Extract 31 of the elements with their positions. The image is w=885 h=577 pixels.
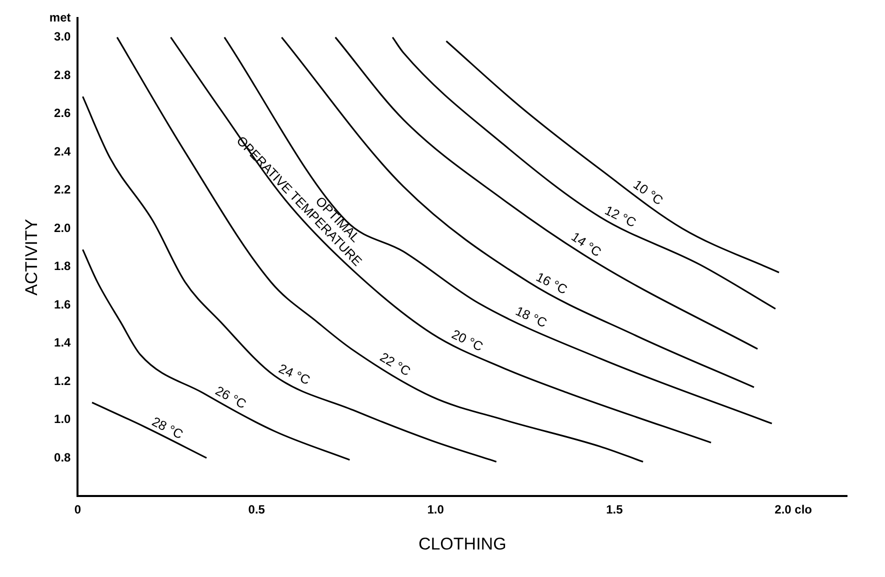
x-tick-label: 1.5 [606, 502, 624, 517]
x-tick-label: 1.0 [427, 502, 444, 517]
y-tick-label: 2.6 [54, 106, 72, 120]
x-tick-label: 0 [74, 502, 82, 517]
y-tick-label: 3.0 [54, 30, 72, 44]
x-tick-label: 0.5 [248, 502, 266, 517]
text: 24 °C [276, 360, 312, 388]
text: 20 °C [449, 326, 486, 354]
x-axis-title: CLOTHING [418, 534, 506, 554]
line-series [170, 36, 712, 444]
y-tick-label: 1.2 [54, 374, 72, 388]
y-tick-label: 1.4 [54, 336, 72, 350]
text: 14 °C [568, 228, 604, 260]
text: 18 °C [513, 303, 550, 330]
text: 28 °C [150, 414, 186, 442]
text: 16 °C [534, 269, 570, 298]
y-tick-label: met [49, 10, 71, 25]
text: 22 °C [377, 349, 414, 379]
y-tick-label: 2.8 [54, 68, 72, 82]
y-axis-title: ACTIVITY [22, 218, 41, 296]
text: 26 °C [213, 382, 249, 412]
y-tick-label: 1.0 [54, 412, 72, 426]
y-tick-label: 0.8 [54, 450, 72, 464]
y-tick-label: 1.6 [54, 297, 72, 312]
line-series [82, 96, 498, 463]
y-tick-label: 2.0 [54, 220, 72, 235]
line-series [445, 40, 780, 274]
y-tick-label: 2.2 [54, 182, 72, 197]
y-tick-label: 2.4 [54, 144, 72, 158]
x-tick-label: 2.0 clo [774, 502, 812, 517]
y-tick-label: 1.8 [54, 259, 72, 274]
